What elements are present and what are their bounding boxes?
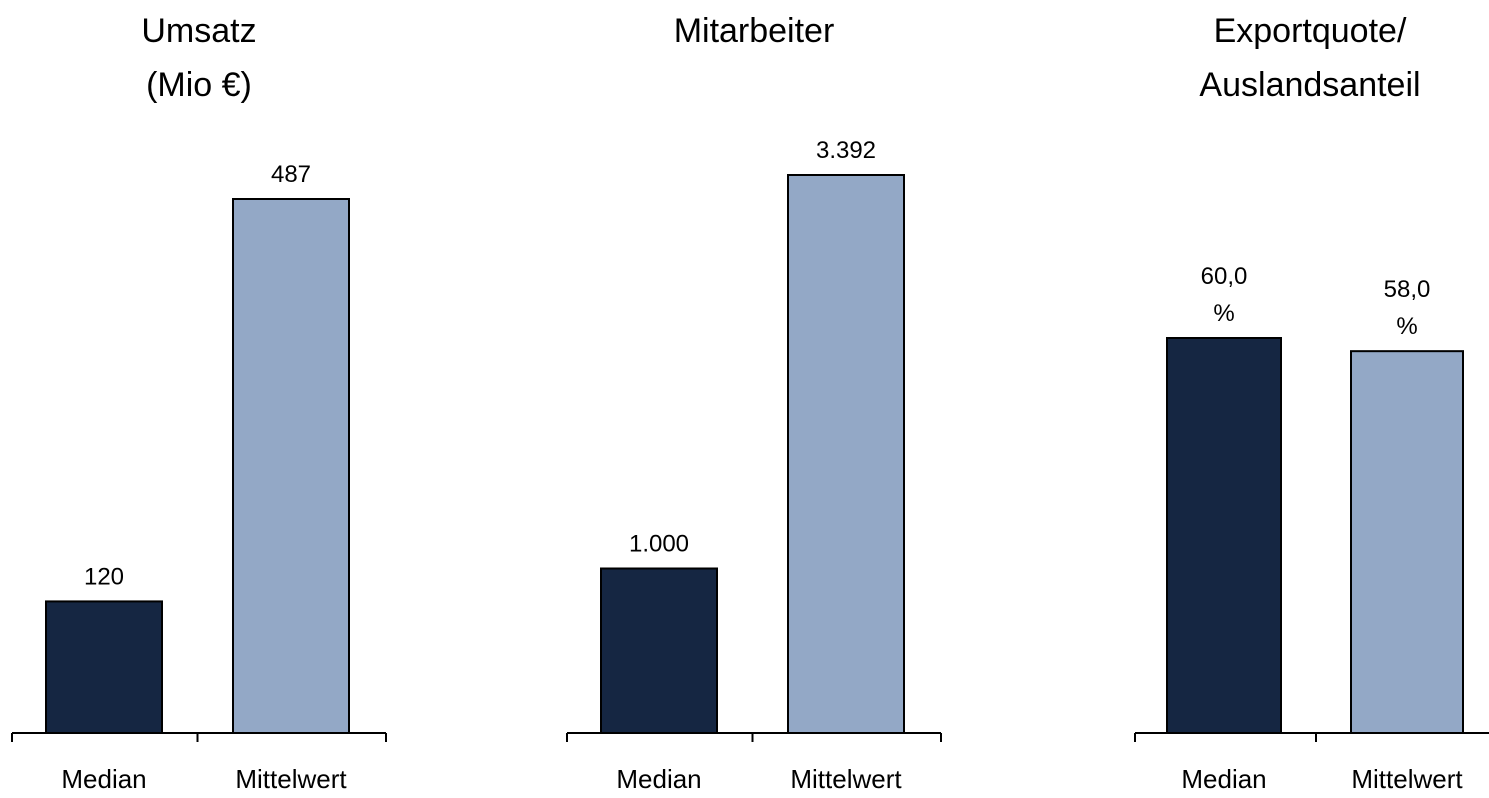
data-label: 120 [84,563,124,590]
category-label: Mittelwert [1351,764,1463,793]
category-label: Median [61,764,146,793]
bar-mittelwert [232,198,350,734]
data-label: % [1213,300,1234,327]
chart-panel-3: Exportquote/Auslandsanteil 60,0% 58,0% Medi… [1134,12,1489,794]
chart-title-line: Exportquote/ [1214,12,1407,50]
bar-median [1166,337,1282,734]
chart-panel-1: Umsatz (Mio €) 120 487 Median Mittelwert [11,12,387,794]
chart-title-line: (Mio €) [146,66,252,104]
category-label: Median [1181,764,1266,793]
chart-title-line: Umsatz [141,12,256,50]
chart-panel-2: Mitarbeiter 1.000 3.392 Median Mittelwert [566,12,942,794]
bar-mittelwert [1350,350,1464,734]
category-label: Median [616,764,701,793]
category-label: Mittelwert [790,764,902,793]
data-label: 3.392 [816,137,876,164]
data-label: 487 [271,161,311,188]
bar-median [600,567,718,735]
data-label: 1.000 [629,530,689,557]
data-label: 60,0 [1201,263,1248,290]
bar-mittelwert [787,174,905,734]
chart-title-line: Mitarbeiter [674,12,835,50]
data-label: % [1396,313,1417,340]
chart-title-line: Auslandsanteil [1199,66,1420,104]
category-label: Mittelwert [235,764,347,793]
data-label: 58,0 [1384,276,1431,303]
bar-median [45,600,163,734]
